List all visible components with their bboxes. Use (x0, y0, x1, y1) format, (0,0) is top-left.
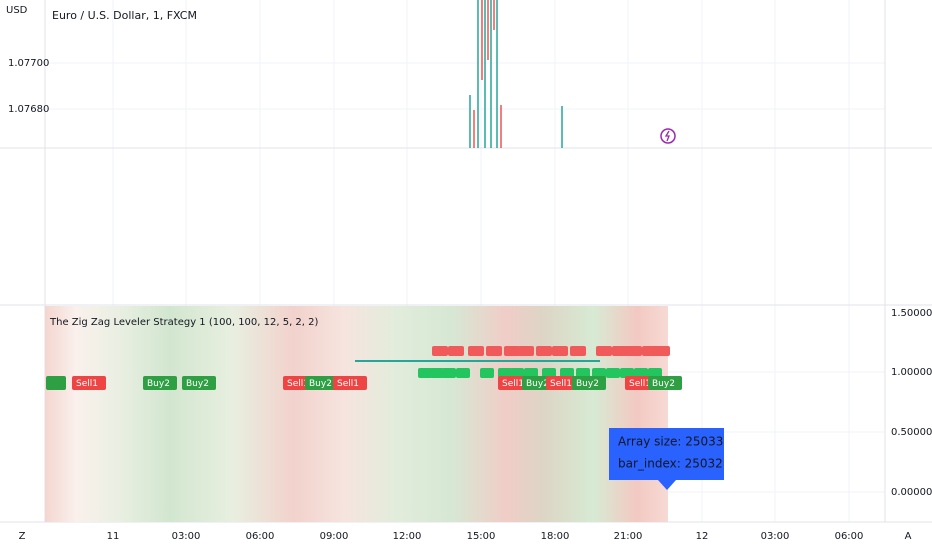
small-sell-marker (596, 346, 612, 356)
time-label: 11 (107, 531, 120, 542)
signal-text: Buy2 (186, 379, 209, 389)
currency: USD (6, 5, 28, 16)
small-signals (46, 346, 670, 390)
time-label: 06:00 (835, 531, 864, 542)
signal-text: Sell1 (502, 379, 524, 389)
signal-text: Sell1 (550, 379, 572, 389)
signal-text: Buy2 (652, 379, 675, 389)
buy-label (305, 376, 339, 390)
small-sell-marker (448, 346, 464, 356)
signal-text: Sell1 (629, 379, 651, 389)
small-sell-marker (518, 346, 534, 356)
buy-label (182, 376, 216, 390)
small-buy-marker (418, 368, 432, 378)
small-buy-marker (430, 368, 444, 378)
signal-text: Sell1 (287, 379, 309, 389)
buy-label (572, 376, 606, 390)
small-sell-marker (654, 346, 670, 356)
signal-text: Buy2 (526, 379, 549, 389)
event-icon-bolt (664, 130, 670, 142)
time-label: 18:00 (541, 531, 570, 542)
small-buy-marker (524, 368, 538, 378)
tooltip: Array size: 25033 bar_index: 25032 (609, 428, 724, 490)
small-buy-marker (456, 368, 470, 378)
small-sell-marker (468, 346, 484, 356)
indicator-title: The Zig Zag Leveler Strategy 1 (100, 100… (49, 317, 319, 328)
buy-marker (46, 376, 66, 390)
time-label: 21:00 (614, 531, 643, 542)
small-sell-marker (626, 346, 642, 356)
small-buy-marker (634, 368, 648, 378)
time-axis: 11 03:00 06:00 09:00 12:00 15:00 18:00 21:00 12 0… (107, 531, 864, 542)
small-buy-marker (542, 368, 556, 378)
event-icon[interactable] (660, 128, 676, 144)
time-label: 09:00 (320, 531, 349, 542)
time-label: 03:00 (761, 531, 790, 542)
small-sell-marker (536, 346, 552, 356)
tooltip-line: bar_index: 25032 (618, 457, 723, 471)
buy-label (143, 376, 177, 390)
tooltip-line: Array size: 25033 (618, 435, 723, 449)
buy-label (648, 376, 682, 390)
small-buy-marker (498, 368, 512, 378)
small-buy-marker (620, 368, 634, 378)
time-label: 03:00 (172, 531, 201, 542)
small-buy-marker (510, 368, 524, 378)
sell-label (546, 376, 580, 390)
indicator-background (45, 306, 668, 522)
small-sell-marker (504, 346, 520, 356)
signal-text: Buy2 (576, 379, 599, 389)
small-buy-marker (592, 368, 606, 378)
indicator-axis-label: 0.00000 (891, 487, 932, 498)
small-sell-marker (486, 346, 502, 356)
price-label: 1.07680 (8, 104, 49, 115)
time-label: 06:00 (246, 531, 275, 542)
sell-label (333, 376, 367, 390)
corner-button[interactable]: A (905, 531, 912, 542)
signal-text: Buy2 (309, 379, 332, 389)
sell-label (72, 376, 106, 390)
small-buy-marker (648, 368, 662, 378)
indicator-axis-label: 1.50000 (891, 308, 932, 319)
time-label: 12 (696, 531, 709, 542)
small-sell-marker (612, 346, 628, 356)
small-buy-marker (442, 368, 456, 378)
small-sell-marker (552, 346, 568, 356)
small-buy-marker (576, 368, 590, 378)
small-sell-marker (432, 346, 448, 356)
time-label: 15:00 (467, 531, 496, 542)
price-label: 1.07700 (8, 58, 49, 69)
signal-text: Sell1 (76, 379, 98, 389)
signals: Sell1 Buy2 Buy2 Sell1 Buy2 Sell1 Sell1 Buy2 Sell… (72, 376, 682, 390)
corner-button[interactable]: Z (19, 531, 26, 542)
time-label: 12:00 (393, 531, 422, 542)
small-buy-marker (480, 368, 494, 378)
candles (469, 0, 563, 148)
small-buy-marker (606, 368, 620, 378)
small-buy-marker (560, 368, 574, 378)
small-sell-marker (570, 346, 586, 356)
indicator-axis-label: 1.00000 (891, 367, 932, 378)
signal-text: Sell1 (337, 379, 359, 389)
symbol-title: Euro / U.S. Dollar, 1, FXCM (52, 9, 197, 22)
indicator-axis-label: 0.50000 (891, 427, 932, 438)
signal-text: Buy2 (147, 379, 170, 389)
